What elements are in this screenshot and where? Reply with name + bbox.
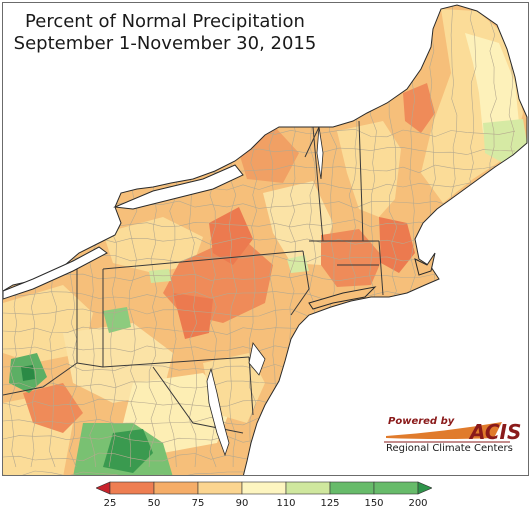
legend-label: 75 xyxy=(191,498,205,509)
acis-subtitle: Regional Climate Centers xyxy=(386,443,513,454)
legend-low-arrow xyxy=(96,481,111,495)
legend-colorbar xyxy=(96,481,432,495)
legend-swatch xyxy=(373,481,419,495)
acis-swoosh-icon xyxy=(384,422,510,443)
legend-swatch xyxy=(241,481,287,495)
legend-swatch xyxy=(153,481,199,495)
chesapeake-bay xyxy=(206,367,230,457)
lake-ontario xyxy=(113,164,244,210)
lake-erie xyxy=(3,246,108,300)
map-title: Percent of Normal Precipitation xyxy=(25,11,305,32)
legend-label: 90 xyxy=(235,498,249,509)
cape-cod xyxy=(414,252,436,276)
map-subtitle: September 1-November 30, 2015 xyxy=(13,33,317,54)
legend-label: 150 xyxy=(364,498,384,509)
legend-label: 25 xyxy=(103,498,117,509)
acis-powered-by: Powered by xyxy=(388,416,455,427)
legend-swatch xyxy=(285,481,331,495)
acis-logo: Powered by ACIS Regional Climate Centers xyxy=(384,414,524,460)
acis-name: ACIS xyxy=(470,420,522,444)
map-area xyxy=(2,2,529,476)
coastline xyxy=(3,4,528,475)
legend-label: 200 xyxy=(408,498,428,509)
long-island xyxy=(308,286,377,310)
legend-label: 125 xyxy=(320,498,340,509)
legend-high-arrow xyxy=(417,481,432,495)
legend-swatch xyxy=(197,481,243,495)
legend-swatch xyxy=(109,481,155,495)
precipitation-map xyxy=(3,4,528,475)
legend: 25 50 75 90 110 125 150 200 xyxy=(96,478,432,509)
lake-champlain xyxy=(316,126,324,180)
legend-label: 50 xyxy=(147,498,161,509)
legend-label: 110 xyxy=(276,498,296,509)
legend-swatch xyxy=(329,481,375,495)
state-borders xyxy=(3,120,384,434)
delaware-bay xyxy=(248,342,266,376)
